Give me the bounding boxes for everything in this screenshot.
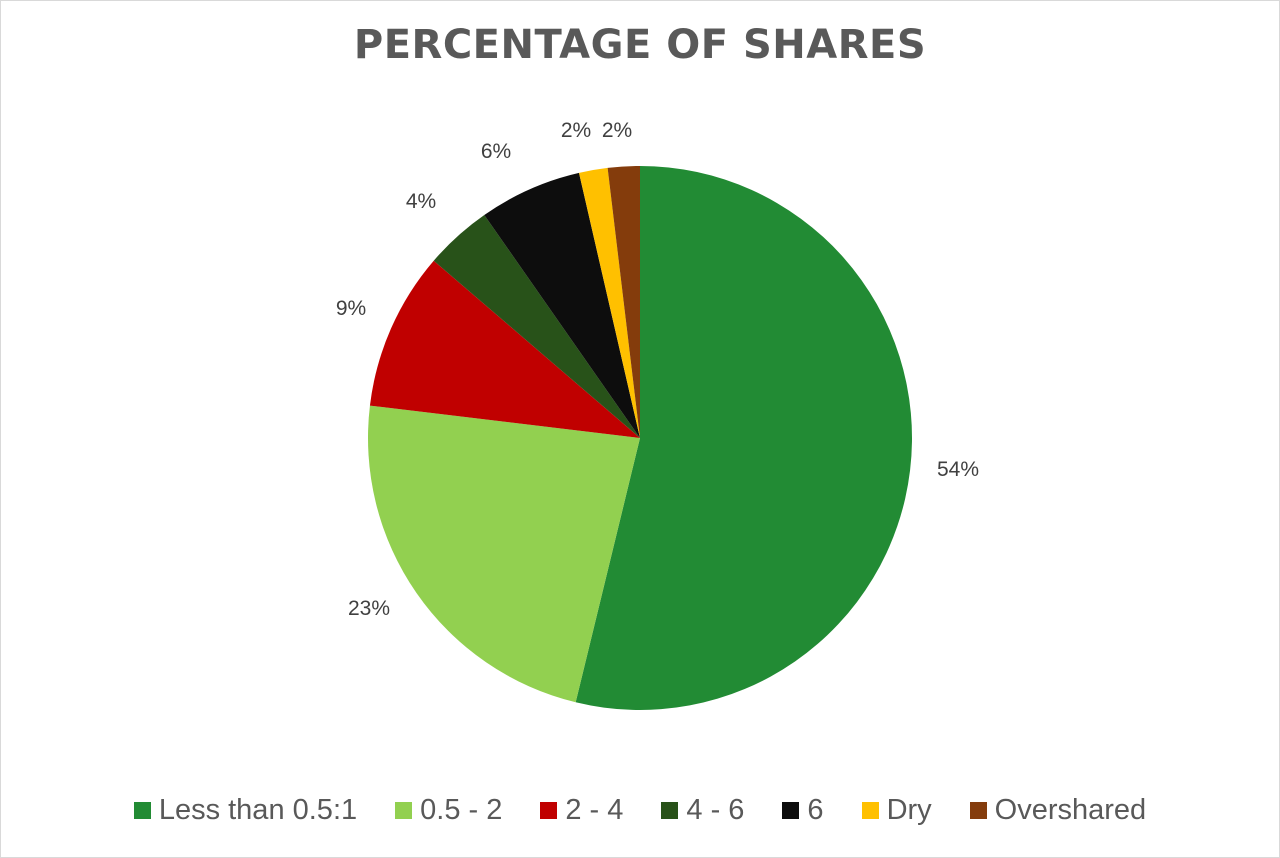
data-labels: 54% 23% 9% 4% 6% 2% 2% — [336, 119, 979, 620]
data-label: 54% — [937, 458, 979, 481]
chart-title: PERCENTAGE OF SHARES — [353, 22, 927, 68]
data-label: 4% — [406, 190, 436, 213]
legend-swatch-icon — [661, 801, 679, 819]
legend-label: Less than 0.5:1 — [158, 793, 358, 826]
data-label: 23% — [348, 597, 390, 620]
pie-slice-6[interactable] — [484, 172, 640, 438]
legend-swatch-icon — [395, 801, 413, 819]
legend-item-6[interactable]: 6 — [782, 793, 824, 827]
data-label: 6% — [481, 140, 511, 163]
legend-label: Overshared — [994, 793, 1147, 826]
legend-label: 4 - 6 — [686, 793, 745, 826]
pie-slice-4-6[interactable] — [433, 214, 640, 438]
legend-swatch-icon — [861, 801, 879, 819]
legend-label: Dry — [886, 793, 932, 826]
data-label: 2% — [561, 119, 591, 142]
legend-item-4-to-6[interactable]: 4 - 6 — [661, 794, 744, 827]
legend-item-dry[interactable]: Dry — [861, 793, 932, 827]
legend-label: 0.5 - 2 — [420, 793, 503, 826]
legend-item-overshared[interactable]: Overshared — [969, 793, 1147, 827]
legend-item-0-5-to-2[interactable]: 0.5 - 2 — [395, 794, 502, 827]
data-label: 2% — [602, 119, 632, 142]
pie-slice-less-than-0-5-1[interactable] — [575, 166, 913, 710]
pie-slice-overshared[interactable] — [607, 166, 640, 438]
legend: Less than 0.5:1 0.5 - 2 2 - 4 4 - 6 6 Dr… — [0, 790, 1280, 830]
pie-slice-0-5-2[interactable] — [368, 405, 640, 703]
legend-swatch-icon — [969, 801, 987, 819]
data-label: 9% — [336, 297, 366, 320]
legend-label: 2 - 4 — [565, 793, 624, 826]
legend-swatch-icon — [133, 801, 151, 819]
legend-item-2-to-4[interactable]: 2 - 4 — [540, 794, 623, 827]
pie-slice-2-4[interactable] — [369, 260, 640, 438]
pie-slice-dry[interactable] — [578, 167, 640, 439]
pie-slices — [368, 166, 913, 710]
legend-label: 6 — [807, 793, 824, 826]
legend-swatch-icon — [782, 801, 800, 819]
legend-item-less-than-0-5[interactable]: Less than 0.5:1 — [133, 793, 358, 827]
legend-swatch-icon — [540, 801, 558, 819]
